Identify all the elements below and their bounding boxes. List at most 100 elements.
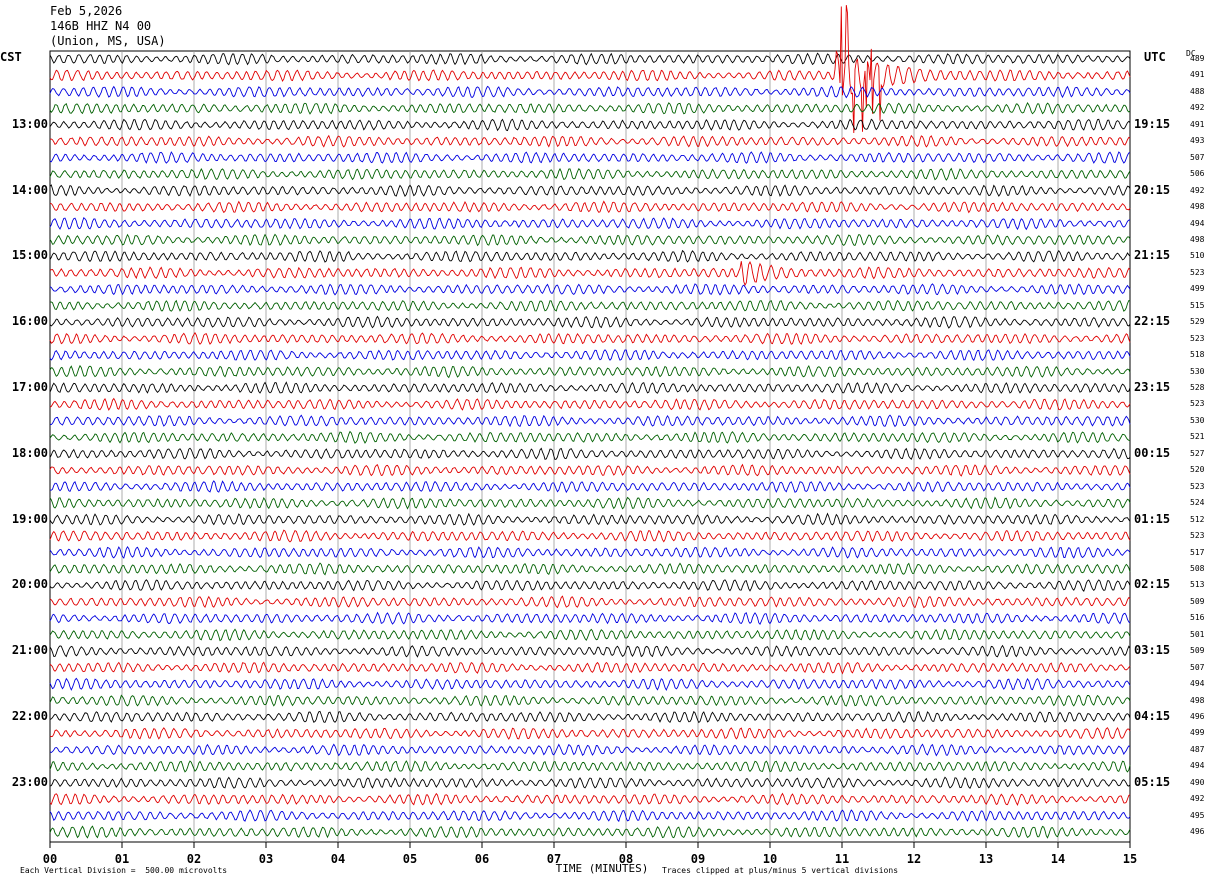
seismic-trace: [49, 348, 1131, 362]
seismic-trace: [49, 694, 1131, 707]
seismic-trace: [49, 726, 1131, 740]
header-location: (Union, MS, USA): [50, 34, 166, 48]
x-tick-label: 14: [1050, 852, 1066, 866]
seismic-trace: [49, 233, 1131, 247]
seismic-trace: [49, 184, 1131, 197]
x-tick-label: 08: [618, 852, 634, 866]
dc-value: 523: [1190, 481, 1205, 491]
dc-value: 488: [1190, 86, 1205, 96]
left-hour-label: 13:00: [11, 116, 48, 131]
dc-value: 507: [1190, 662, 1205, 672]
dc-column-label: DC: [1186, 49, 1196, 58]
seismic-trace: [49, 644, 1131, 658]
left-hour-label: 18:00: [11, 445, 48, 460]
left-hour-label: 14:00: [11, 182, 48, 197]
seismic-trace: [49, 628, 1131, 642]
seismic-trace: [49, 299, 1131, 312]
right-hour-label: 00:15: [1134, 445, 1171, 460]
x-tick-label: 11: [834, 852, 850, 866]
right-hour-label: 23:15: [1134, 380, 1171, 394]
right-hour-label: 05:15: [1134, 774, 1171, 789]
x-tick-label: 12: [906, 852, 922, 866]
seismic-trace: [49, 414, 1131, 428]
left-timezone-label: CST: [0, 50, 22, 64]
seismic-trace: [49, 260, 1131, 287]
x-tick-label: 09: [690, 852, 706, 866]
dc-value: 523: [1190, 399, 1205, 409]
seismic-trace: [49, 677, 1131, 691]
dc-value: 510: [1190, 251, 1205, 261]
dc-value: 492: [1190, 103, 1205, 113]
seismic-trace: [49, 151, 1131, 164]
seismic-trace: [49, 825, 1131, 839]
right-hour-label: 04:15: [1134, 709, 1171, 723]
seismic-trace: [49, 463, 1131, 477]
dc-value: 494: [1190, 761, 1205, 771]
left-hour-label: 19:00: [11, 511, 48, 526]
dc-value: 492: [1190, 794, 1205, 804]
dc-value: 515: [1190, 300, 1205, 310]
dc-value: 494: [1190, 218, 1205, 228]
dc-value: 495: [1190, 810, 1205, 820]
right-hour-label: 22:15: [1134, 314, 1171, 329]
left-hour-label: 23:00: [11, 774, 48, 789]
seismic-trace: [49, 332, 1131, 345]
seismic-trace: [49, 611, 1131, 626]
header-date: Feb 5,2026: [50, 4, 123, 18]
seismic-trace: [49, 512, 1131, 526]
left-hour-label: 15:00: [11, 248, 48, 263]
seismic-trace: [49, 545, 1131, 559]
seismic-trace: [49, 710, 1131, 724]
dc-value: 517: [1190, 547, 1205, 557]
seismic-trace: [49, 760, 1131, 773]
dc-value: 528: [1190, 383, 1205, 392]
footer-clip-note: Traces clipped at plus/minus 5 vertical …: [662, 866, 899, 875]
dc-value: 496: [1190, 827, 1205, 837]
dc-value: 508: [1190, 563, 1205, 573]
seismic-trace: [49, 217, 1131, 231]
x-tick-label: 15: [1122, 852, 1138, 866]
header-station: 146B HHZ N4 00: [50, 19, 152, 33]
dc-value: 496: [1190, 712, 1205, 721]
left-hour-label: 20:00: [11, 577, 48, 592]
dc-value: 523: [1190, 333, 1205, 343]
dc-value: 509: [1190, 646, 1205, 656]
dc-value: 492: [1190, 185, 1205, 195]
dc-value: 521: [1190, 432, 1205, 442]
x-tick-label: 00: [42, 852, 58, 866]
dc-value: 518: [1190, 350, 1205, 360]
left-hour-label: 22:00: [11, 709, 48, 723]
right-hour-label: 02:15: [1134, 577, 1171, 592]
dc-value: 524: [1190, 498, 1205, 508]
seismic-trace: [49, 283, 1131, 296]
dc-value: 523: [1190, 531, 1205, 541]
seismic-trace: [49, 315, 1131, 329]
seismic-trace: [49, 364, 1131, 379]
seismic-trace: [49, 480, 1131, 494]
footer-scale-note: Each Vertical Division = 500.00 microvol…: [20, 866, 228, 875]
seismic-trace: [49, 381, 1131, 394]
dc-value: 499: [1190, 284, 1205, 294]
dc-value: 494: [1190, 679, 1205, 689]
seismic-trace: [49, 562, 1131, 576]
dc-value: 507: [1190, 152, 1205, 162]
dc-value: 491: [1190, 70, 1205, 80]
dc-value: 498: [1190, 202, 1205, 212]
seismic-trace: [49, 430, 1131, 444]
right-hour-label: 20:15: [1134, 182, 1171, 197]
seismic-trace: [49, 496, 1131, 510]
x-tick-label: 10: [762, 852, 778, 866]
seismic-trace: [49, 167, 1131, 181]
seismic-trace: [49, 85, 1131, 99]
dc-value: 512: [1190, 514, 1205, 524]
right-hour-label: 01:15: [1134, 511, 1171, 526]
seismic-trace: [49, 595, 1131, 609]
dc-value: 498: [1190, 695, 1205, 705]
seismic-trace: [49, 447, 1131, 461]
dc-value: 520: [1190, 465, 1205, 475]
seismic-trace: [49, 776, 1131, 789]
seismic-trace: [49, 118, 1131, 132]
right-timezone-label: UTC: [1144, 50, 1166, 64]
dc-value: 527: [1190, 448, 1205, 458]
